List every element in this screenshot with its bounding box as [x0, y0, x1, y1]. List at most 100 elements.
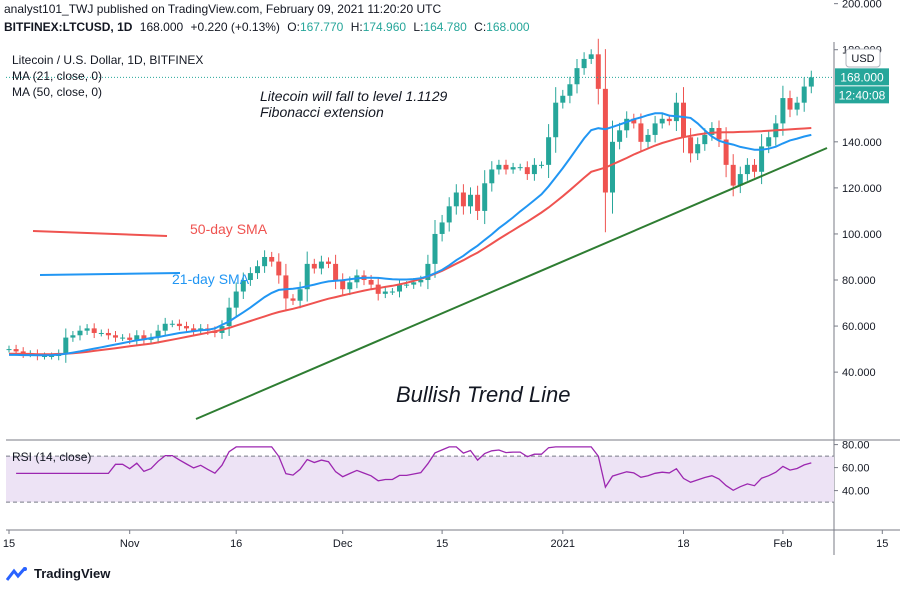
candle-body: [6, 349, 12, 351]
candle-body: [539, 164, 544, 166]
candle-body: [297, 289, 303, 301]
candle-body: [162, 323, 168, 331]
candle-body: [20, 351, 26, 354]
x-tick-label: 2021: [551, 538, 575, 550]
candle-body: [290, 298, 296, 301]
rsi-tick-label: 60.00: [842, 463, 870, 475]
candle-body: [780, 98, 786, 124]
candle-body: [240, 280, 246, 292]
y-tick-label: 140.000: [842, 137, 882, 149]
candle-body: [723, 139, 729, 165]
candle-body: [503, 164, 509, 170]
candle-body: [418, 280, 424, 283]
countdown-tag: [835, 86, 889, 104]
candle-body: [610, 141, 615, 193]
candle-body: [574, 68, 580, 85]
candle-body: [695, 144, 701, 154]
candle-body: [794, 102, 800, 110]
candle-body: [318, 261, 324, 269]
candle-body: [382, 291, 388, 294]
low-value: 164.780: [423, 20, 467, 34]
close-value: 168.000: [486, 20, 530, 34]
candle-body: [588, 54, 594, 59]
sma50-annotation: 50-day SMA: [190, 221, 268, 237]
candle-body: [77, 330, 83, 336]
candle-body: [91, 328, 97, 333]
countdown-tag-label: 12:40:08: [839, 88, 886, 102]
candle-body: [744, 164, 750, 175]
candle-body: [169, 323, 175, 325]
candle-body: [716, 128, 722, 140]
candle-body: [595, 54, 601, 89]
candle-body: [375, 284, 381, 294]
rsi-band: [6, 456, 834, 503]
candle-body: [184, 326, 189, 329]
tradingview-brand-text: TradingView: [34, 566, 111, 581]
close-price: 168.000: [139, 20, 184, 34]
candle-body: [496, 164, 502, 170]
trend-annotation: Bullish Trend Line: [396, 382, 570, 407]
candle-body: [340, 280, 346, 290]
candle-body: [127, 337, 133, 340]
candle-body: [517, 167, 523, 169]
candle-body: [141, 335, 147, 340]
high-label: H:: [350, 20, 363, 34]
y-tick-label: 60.000: [842, 321, 876, 333]
candle-body: [13, 349, 19, 352]
candle-body: [752, 164, 757, 172]
x-tick-label: 15: [436, 538, 448, 550]
candle-body: [546, 137, 552, 165]
open-value: 167.770: [299, 20, 344, 34]
candle-body: [389, 291, 395, 293]
candle-body: [105, 332, 111, 336]
sma50-annotation-line: [32, 230, 168, 237]
last-price-tag-label: 168.000: [840, 70, 884, 84]
currency-tag: [845, 48, 881, 68]
candle-body: [98, 332, 104, 334]
candle-body: [709, 128, 715, 135]
candle-body: [453, 192, 459, 207]
candle-body: [439, 222, 445, 234]
chart-title: Litecoin / U.S. Dollar, 1D, BITFINEX: [12, 53, 204, 67]
candle-body: [659, 118, 665, 124]
candle-body: [326, 261, 331, 264]
y-tick-label: 120.000: [842, 183, 882, 195]
candle-body: [475, 194, 481, 211]
symbol-name: BITFINEX:LTCUSD, 1D: [4, 20, 133, 34]
candle-body: [652, 123, 658, 135]
x-tick-label: 15: [876, 538, 888, 550]
rsi-legend-label: RSI (14, close): [12, 450, 91, 464]
candle-body: [191, 328, 197, 331]
candle-body: [276, 261, 282, 276]
tradingview-brand[interactable]: TradingView: [6, 566, 110, 581]
candle-body: [333, 263, 339, 281]
candle-body: [446, 206, 452, 223]
candle-body: [411, 282, 417, 285]
candle-body: [673, 102, 679, 122]
price-change: +0.220 (+0.13%): [190, 20, 280, 34]
last-price-tag: [835, 68, 889, 86]
currency-tag-label: USD: [851, 53, 874, 65]
candle-body: [49, 356, 55, 358]
candles-group: [6, 38, 814, 363]
candle-body: [702, 134, 708, 145]
rsi-tick-label: 40.00: [842, 486, 870, 498]
x-tick-label: 16: [230, 538, 242, 550]
candle-body: [226, 307, 232, 327]
x-tick-label: Feb: [773, 538, 792, 550]
candle-body: [155, 330, 161, 338]
candle-body: [247, 273, 253, 281]
x-tick-label: Dec: [333, 538, 353, 550]
ma50-line: [9, 127, 812, 356]
ma50-legend: MA (50, close, 0): [12, 85, 103, 99]
low-label: L:: [413, 20, 424, 34]
candle-body: [581, 58, 587, 69]
publish-info: analyst101_TWJ published on TradingView.…: [4, 2, 442, 16]
x-tick-label: 15: [3, 538, 15, 550]
y-tick-label: 100.000: [842, 229, 882, 241]
candle-body: [468, 194, 473, 207]
candle-body: [347, 282, 353, 290]
candle-body: [120, 337, 126, 339]
candle-body: [730, 164, 736, 186]
candle-body: [531, 164, 537, 175]
